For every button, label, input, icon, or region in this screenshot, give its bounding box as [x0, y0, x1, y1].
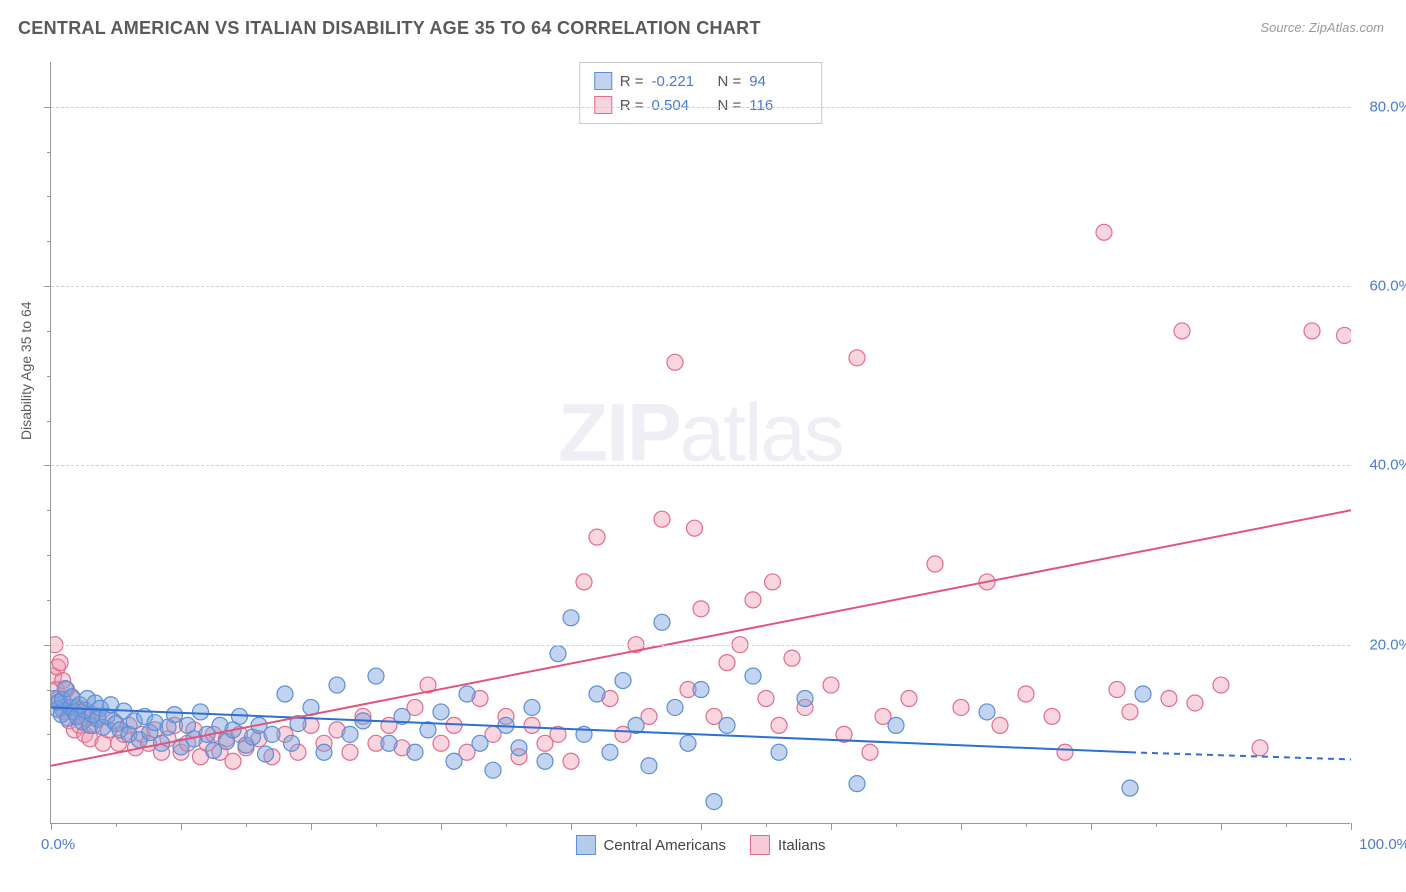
chart-svg — [51, 62, 1351, 824]
y-axis-label: Disability Age 35 to 64 — [18, 301, 34, 440]
legend-label: Central Americans — [603, 837, 726, 854]
source-attribution: Source: ZipAtlas.com — [1260, 20, 1384, 35]
legend-item-central-americans: Central Americans — [575, 835, 726, 855]
legend-bottom: Central Americans Italians — [575, 835, 825, 855]
legend-swatch-icon — [575, 835, 595, 855]
y-tick-label: 60.0% — [1369, 278, 1406, 295]
y-tick-label: 40.0% — [1369, 457, 1406, 474]
legend-swatch-icon — [750, 835, 770, 855]
x-axis-min-label: 0.0% — [41, 836, 75, 853]
legend-label: Italians — [778, 837, 826, 854]
x-axis-max-label: 100.0% — [1359, 836, 1406, 853]
y-tick-label: 20.0% — [1369, 636, 1406, 653]
y-tick-label: 80.0% — [1369, 98, 1406, 115]
legend-item-italians: Italians — [750, 835, 826, 855]
chart-container: CENTRAL AMERICAN VS ITALIAN DISABILITY A… — [0, 0, 1406, 892]
chart-title: CENTRAL AMERICAN VS ITALIAN DISABILITY A… — [18, 18, 761, 39]
plot-area: ZIPatlas R = -0.221 N = 94 R = 0.504 N =… — [50, 62, 1350, 824]
